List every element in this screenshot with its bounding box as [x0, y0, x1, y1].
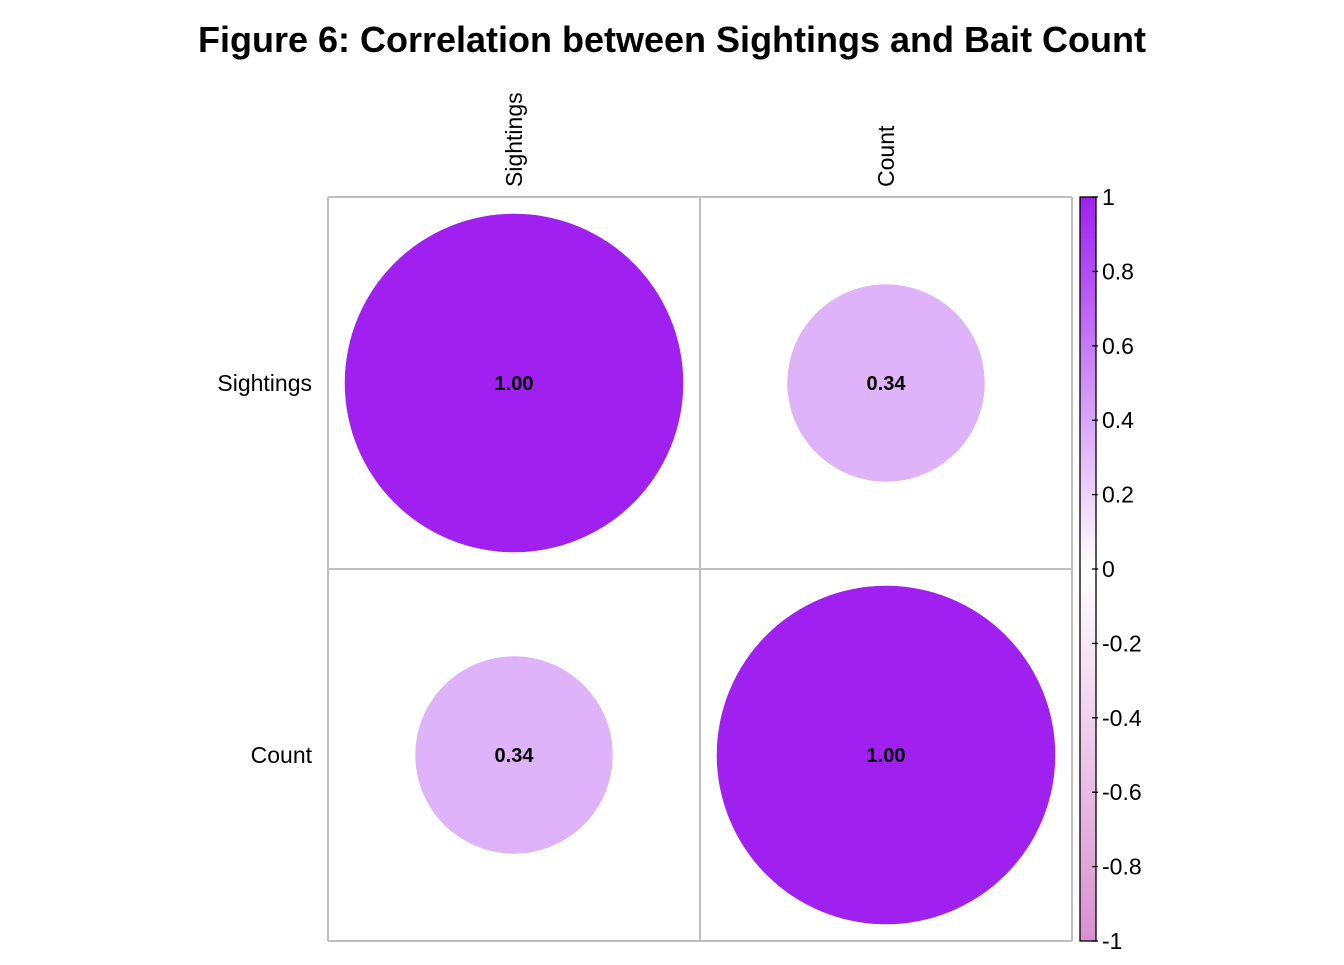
legend-tick-label: -0.2: [1102, 630, 1142, 656]
legend-tick-label: -0.4: [1102, 705, 1142, 731]
legend-tick-label: 0.6: [1102, 333, 1134, 359]
correlation-value-label: 1.00: [867, 745, 906, 767]
correlation-value-label: 0.34: [867, 373, 907, 395]
column-label: Sightings: [501, 92, 527, 187]
correlation-circle: [787, 284, 985, 482]
correlation-circle: [716, 585, 1056, 925]
legend-tick-label: 1: [1102, 184, 1115, 210]
legend-tick-label: 0.8: [1102, 258, 1134, 284]
color-legend: 1 0.8 0.6 0.4 0.2 0 -0.2 -0.4 -0.6 -0.8 -1: [1079, 184, 1142, 954]
correlation-value-label: 1.00: [495, 373, 534, 395]
grid: [327, 196, 1073, 942]
legend-tick-label: -0.6: [1102, 779, 1142, 805]
correlation-circles: 1.00 0.34 0.34 1.00: [344, 213, 1056, 925]
legend-tick-label: -0.8: [1102, 854, 1142, 880]
row-label: Sightings: [217, 370, 312, 396]
correlation-circle: [415, 656, 613, 854]
column-label: Count: [873, 125, 899, 187]
axis-labels: Sightings Sightings Count Count: [217, 92, 899, 768]
legend-tick-label: 0.2: [1102, 482, 1134, 508]
correlation-circle: [344, 213, 684, 553]
correlation-value-label: 0.34: [495, 745, 535, 767]
row-label: Count: [251, 742, 313, 768]
chart-title: Figure 6: Correlation between Sightings …: [198, 19, 1146, 60]
legend-tick-label: 0.4: [1102, 407, 1134, 433]
legend-tick-label: -1: [1102, 928, 1122, 954]
legend-tick-label: 0: [1102, 556, 1115, 582]
